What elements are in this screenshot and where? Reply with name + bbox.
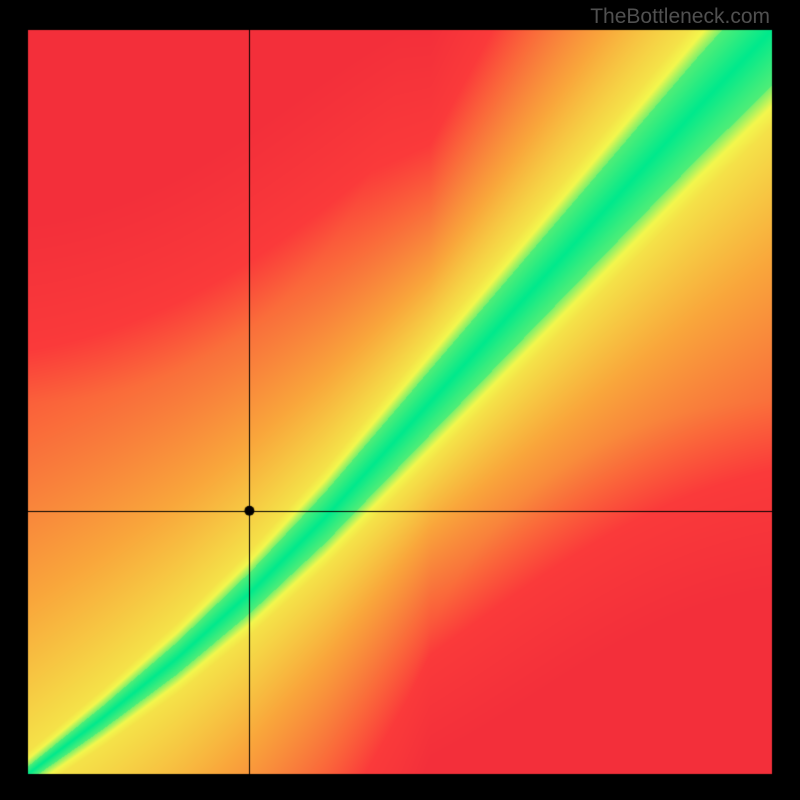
chart-container: TheBottleneck.com bbox=[0, 0, 800, 800]
heatmap-canvas bbox=[0, 0, 800, 800]
watermark-text: TheBottleneck.com bbox=[590, 5, 770, 29]
